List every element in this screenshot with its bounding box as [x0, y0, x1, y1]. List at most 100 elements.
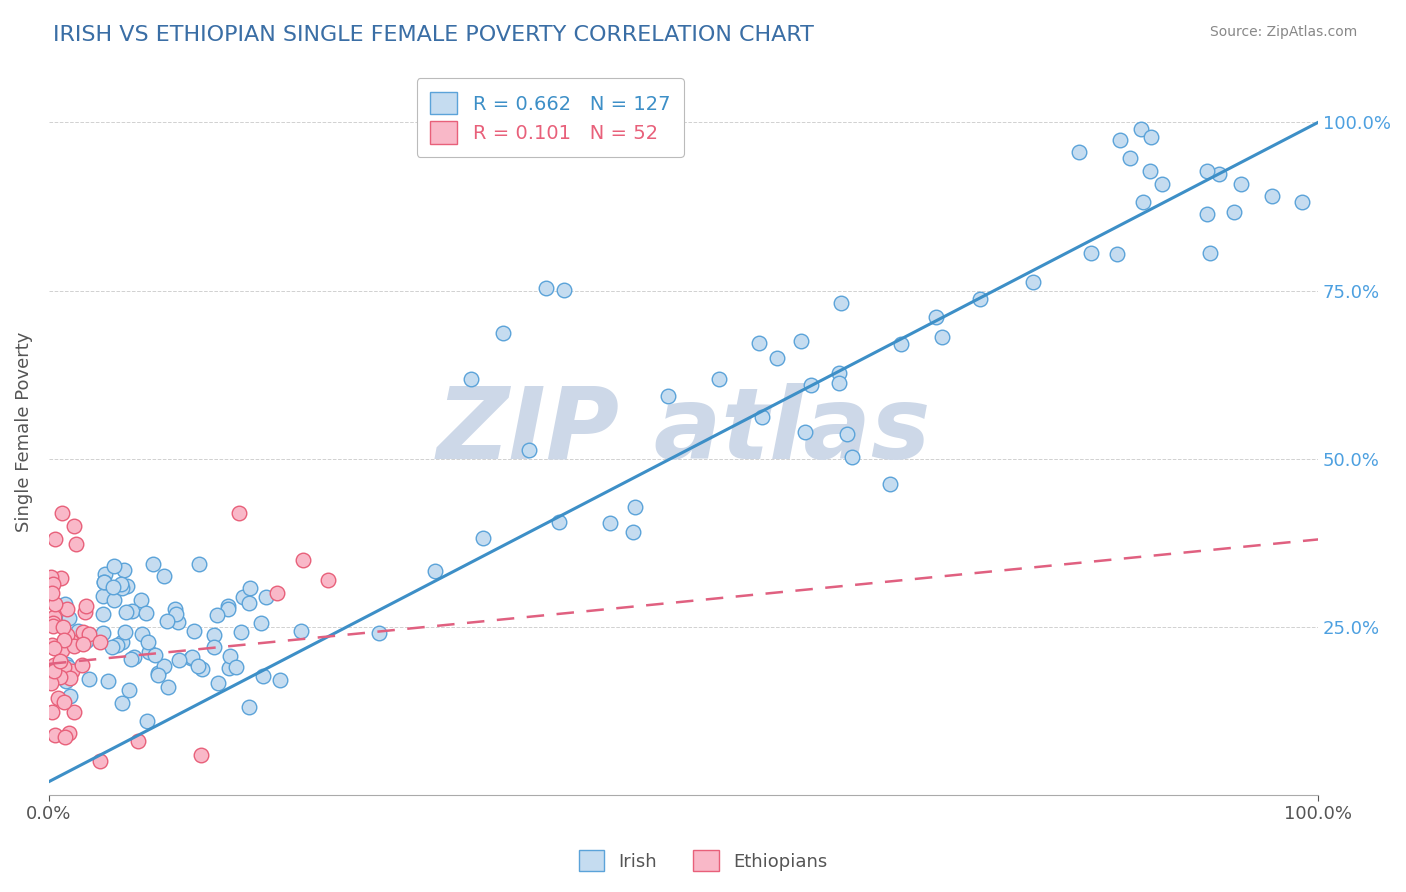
Point	[53, 633, 76, 648]
Point	[751, 410, 773, 425]
Point	[1119, 151, 1142, 165]
Point	[75, 634, 97, 648]
Point	[1229, 177, 1251, 191]
Point	[41, 619, 63, 633]
Point	[91, 607, 114, 622]
Text: Source: ZipAtlas.com: Source: ZipAtlas.com	[1209, 25, 1357, 39]
Point	[42, 610, 65, 624]
Legend: Irish, Ethiopians: Irish, Ethiopians	[572, 843, 834, 879]
Point	[120, 652, 142, 666]
Point	[49, 654, 72, 668]
Point	[72, 658, 94, 673]
Point	[44, 664, 66, 678]
Point	[138, 645, 160, 659]
Point	[291, 552, 314, 566]
Point	[89, 755, 111, 769]
Point	[202, 628, 225, 642]
Point	[72, 624, 94, 639]
Point	[38, 665, 60, 679]
Point	[67, 624, 90, 638]
Point	[59, 671, 82, 685]
Point	[1150, 178, 1173, 192]
Point	[165, 607, 187, 622]
Point	[621, 525, 644, 540]
Point	[835, 427, 858, 442]
Point	[238, 700, 260, 714]
Point	[62, 705, 84, 719]
Point	[79, 626, 101, 640]
Point	[143, 648, 166, 662]
Point	[1080, 246, 1102, 260]
Text: ZIP atlas: ZIP atlas	[436, 384, 931, 480]
Point	[163, 601, 186, 615]
Point	[58, 610, 80, 624]
Text: IRISH VS ETHIOPIAN SINGLE FEMALE POVERTY CORRELATION CHART: IRISH VS ETHIOPIAN SINGLE FEMALE POVERTY…	[53, 25, 814, 45]
Point	[53, 660, 76, 674]
Point	[39, 665, 62, 679]
Point	[59, 689, 82, 703]
Point	[39, 569, 62, 583]
Point	[93, 575, 115, 590]
Point	[111, 697, 134, 711]
Point	[316, 573, 339, 587]
Point	[231, 624, 253, 639]
Point	[789, 334, 811, 348]
Point	[103, 593, 125, 607]
Point	[1198, 245, 1220, 260]
Point	[1022, 275, 1045, 289]
Point	[167, 615, 190, 629]
Point	[183, 624, 205, 639]
Point	[79, 672, 101, 686]
Point	[1208, 167, 1230, 181]
Point	[60, 633, 83, 648]
Point	[238, 596, 260, 610]
Point	[269, 673, 291, 687]
Point	[1291, 195, 1313, 210]
Point	[266, 586, 288, 600]
Point	[48, 670, 70, 684]
Point	[879, 476, 901, 491]
Point	[41, 585, 63, 599]
Point	[1139, 129, 1161, 144]
Point	[56, 601, 79, 615]
Point	[828, 376, 851, 390]
Point	[51, 506, 73, 520]
Point	[44, 598, 66, 612]
Point	[1109, 133, 1132, 147]
Point	[239, 581, 262, 595]
Point	[156, 614, 179, 628]
Point	[131, 592, 153, 607]
Point	[94, 566, 117, 581]
Point	[152, 659, 174, 673]
Point	[118, 683, 141, 698]
Point	[191, 662, 214, 676]
Point	[800, 378, 823, 392]
Point	[460, 372, 482, 386]
Point	[56, 660, 79, 674]
Point	[232, 590, 254, 604]
Legend: R = 0.662   N = 127, R = 0.101   N = 52: R = 0.662 N = 127, R = 0.101 N = 52	[416, 78, 685, 157]
Point	[91, 589, 114, 603]
Point	[42, 616, 65, 631]
Point	[89, 635, 111, 649]
Point	[75, 599, 97, 613]
Point	[110, 577, 132, 591]
Point	[1132, 195, 1154, 210]
Point	[254, 590, 277, 604]
Point	[41, 705, 63, 719]
Point	[44, 728, 66, 742]
Point	[127, 734, 149, 748]
Point	[42, 577, 65, 591]
Point	[111, 581, 134, 595]
Point	[44, 640, 66, 655]
Point	[63, 519, 86, 533]
Point	[101, 640, 124, 654]
Point	[367, 626, 389, 640]
Point	[146, 667, 169, 681]
Point	[180, 650, 202, 665]
Point	[39, 675, 62, 690]
Point	[167, 653, 190, 667]
Point	[42, 658, 65, 673]
Point	[58, 726, 80, 740]
Point	[228, 506, 250, 520]
